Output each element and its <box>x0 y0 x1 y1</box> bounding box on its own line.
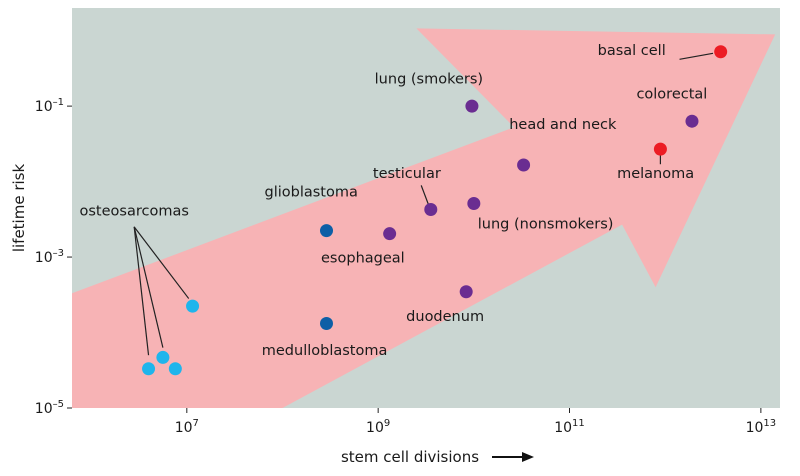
point-head-and-neck <box>517 158 531 172</box>
x-tick-label-2: 1011 <box>554 418 585 436</box>
point-duodenum <box>459 285 473 299</box>
label-melanoma: melanoma <box>617 166 694 182</box>
point-medulloblastoma <box>319 316 333 330</box>
y-tick-label-2: 10–5 <box>35 399 64 417</box>
label-duodenum: duodenum <box>406 309 484 325</box>
y-tick-label-1: 10–3 <box>35 248 64 266</box>
label-esophageal: esophageal <box>321 250 405 266</box>
label-head-and-neck: head and neck <box>509 117 617 133</box>
label-basal-cell: basal cell <box>598 43 666 59</box>
leader-lines <box>133 52 714 356</box>
label-lung-nonsmokers: lung (nonsmokers) <box>478 216 614 232</box>
data-points <box>142 45 728 376</box>
point-colorectal <box>685 114 699 128</box>
point-basal-cell <box>714 45 728 59</box>
x-arrow-head <box>522 452 534 462</box>
leader-osteosarcoma-c <box>133 226 190 299</box>
leader-testicular <box>420 185 430 206</box>
x-axis-title: stem cell divisions <box>341 448 479 466</box>
point-lung-smokers <box>465 99 479 113</box>
leader-osteosarcoma-b <box>133 226 164 348</box>
point-osteosarcoma-3 <box>168 362 182 376</box>
leader-osteosarcoma-a <box>133 226 150 356</box>
x-axis-ticks: 107 109 1011 1013 <box>175 408 776 436</box>
point-labels: osteosarcomas glioblastoma medulloblastoma… <box>79 43 707 359</box>
point-osteosarcoma-femur <box>186 299 200 313</box>
y-axis-ticks: 10–1 10–3 10–5 <box>35 97 72 417</box>
trend-arrow <box>72 28 776 409</box>
point-osteosarcoma-1 <box>142 362 156 376</box>
y-tick-label-0: 10–1 <box>35 97 64 115</box>
point-melanoma <box>653 142 667 156</box>
point-glioblastoma <box>319 224 333 238</box>
label-colorectal: colorectal <box>636 87 707 103</box>
label-osteosarcomas: osteosarcomas <box>79 204 188 220</box>
x-tick-label-3: 1013 <box>746 418 777 436</box>
x-tick-label-0: 107 <box>175 418 199 436</box>
label-testicular: testicular <box>373 166 441 182</box>
point-lung-nonsmokers <box>467 196 481 210</box>
leader-basal-cell <box>679 52 714 60</box>
x-tick-label-1: 109 <box>366 418 390 436</box>
point-osteosarcoma-2 <box>156 350 170 364</box>
point-esophageal <box>383 227 397 241</box>
x-axis-arrow <box>492 452 534 462</box>
label-lung-smokers: lung (smokers) <box>375 71 483 87</box>
label-medulloblastoma: medulloblastoma <box>262 343 388 359</box>
label-glioblastoma: glioblastoma <box>265 185 358 201</box>
y-axis-title: lifetime risk <box>10 164 28 253</box>
point-testicular <box>424 203 438 217</box>
